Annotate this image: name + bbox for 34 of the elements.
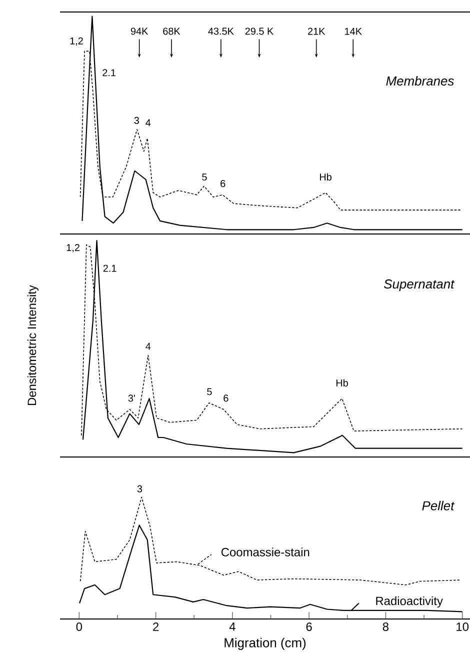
annotation: 2.1 <box>103 264 116 272</box>
annotation: 68K <box>163 28 180 35</box>
annotation: 21K <box>308 28 326 35</box>
annotation: 1,2 <box>70 37 83 46</box>
annotation: 4 <box>146 342 151 350</box>
annotation: 4 <box>146 119 151 126</box>
y-axis-title: Densitometric Intensity <box>27 285 39 405</box>
legend-label: Radioactivity <box>376 596 443 608</box>
annotation: 29.5 K <box>245 28 274 35</box>
annotation: 6 <box>220 180 226 188</box>
annotation: 1,2 <box>66 244 80 252</box>
x-tick-label: 10 <box>456 622 469 631</box>
annotation: 5 <box>207 388 212 396</box>
chart-title: Pellet <box>422 500 455 510</box>
x-axis-title: Migration (cm) <box>224 638 306 650</box>
annotation: 3 <box>137 485 142 492</box>
x-tick-label: 2 <box>153 622 159 631</box>
text: Supernatant <box>384 279 455 292</box>
annotation: 94K <box>130 28 148 35</box>
annotation: 3 <box>134 116 139 124</box>
annotation: Hb <box>320 173 332 181</box>
annotation: 43.5K <box>208 28 234 35</box>
x-tick-label: 0 <box>76 622 82 631</box>
annotation: 5 <box>202 174 207 181</box>
annotation: 6 <box>224 394 228 402</box>
annotation: Hb <box>336 379 348 387</box>
text: Membranes <box>386 76 454 86</box>
annotation: 3' <box>128 394 135 402</box>
annotation: 14K <box>345 28 362 35</box>
x-tick-label: 8 <box>382 622 389 631</box>
x-tick-label: 4 <box>229 622 236 631</box>
x-tick-label: 6 <box>306 622 312 631</box>
annotation: 2.1 <box>102 69 116 76</box>
legend-label: Coomassie-stain <box>221 548 310 556</box>
